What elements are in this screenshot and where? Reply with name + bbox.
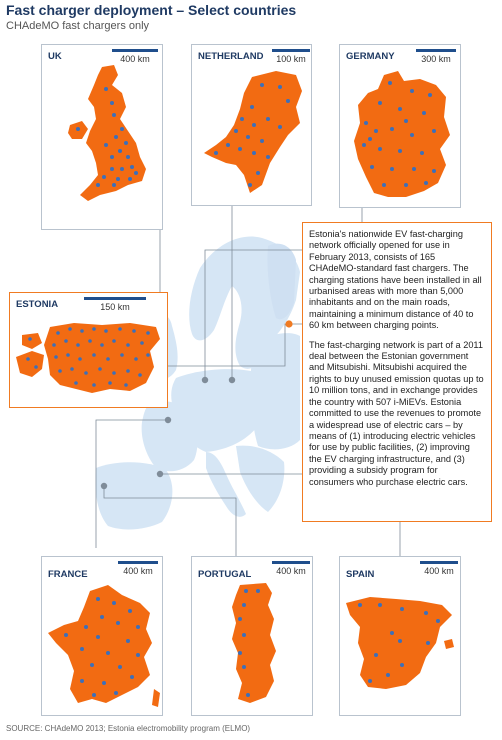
netherland-map <box>204 71 302 193</box>
estonia-info-box: Estonia's nationwide EV fast-charging ne… <box>302 222 492 522</box>
france-scale: 400 km <box>118 561 158 576</box>
leader-line-estonia <box>168 323 302 367</box>
uk-country-shape <box>80 65 146 201</box>
estonia-scale: 150 km <box>84 297 146 312</box>
spain-panel: SPAIN 400 km <box>339 556 461 716</box>
estonia-panel: ESTONIA 150 km <box>9 292 168 408</box>
netherland-scale-bar <box>272 49 310 52</box>
locator-dot-portugal <box>100 482 108 490</box>
estonia-scale-bar <box>84 297 146 300</box>
saaremaa-island-shape <box>16 351 44 377</box>
hiiumaa-island-shape <box>22 333 42 349</box>
balkans-bg-shape <box>236 445 285 512</box>
leader-line-portugal <box>103 486 237 556</box>
germany-scale: 300 km <box>416 49 456 64</box>
netherland-country-shape <box>204 71 302 193</box>
france-panel: FRANCE 400 km <box>41 556 163 716</box>
info-paragraph-2: The fast-charging network is part of a 2… <box>309 339 484 487</box>
germany-map <box>354 71 450 197</box>
netherland-scale-label: 100 km <box>276 54 306 64</box>
iberia-bg-shape <box>95 462 173 530</box>
portugal-scale-label: 400 km <box>276 566 306 576</box>
eastern-europe-shape <box>250 333 300 450</box>
uk-scale-bar <box>112 49 158 52</box>
france-bg-shape <box>141 401 198 472</box>
locator-dot-germany <box>228 376 236 384</box>
uk-scale-label: 400 km <box>120 54 150 64</box>
netherland-scale: 100 km <box>272 49 310 64</box>
spain-scale-bar <box>420 561 458 564</box>
balearic-islands-shape <box>444 639 454 649</box>
germany-scale-bar <box>416 49 456 52</box>
france-scale-label: 400 km <box>123 566 153 576</box>
estonia-label: ESTONIA <box>16 299 59 310</box>
page-title: Fast charger deployment – Select countri… <box>6 2 297 18</box>
leader-line-france <box>95 419 168 548</box>
france-label: FRANCE <box>48 569 88 580</box>
portugal-label: PORTUGAL <box>198 569 252 580</box>
estonia-map <box>16 323 160 393</box>
netherland-label: NETHERLAND <box>198 51 264 62</box>
corsica-shape <box>152 689 160 707</box>
spain-country-shape <box>346 597 452 689</box>
finland-shape <box>267 243 296 320</box>
spain-label: SPAIN <box>346 569 375 580</box>
netherland-panel: NETHERLAND 100 km <box>191 44 312 206</box>
germany-label: GERMANY <box>346 51 395 62</box>
estonia-country-shape <box>44 323 160 393</box>
spain-scale-label: 400 km <box>424 566 454 576</box>
portugal-scale-bar <box>272 561 310 564</box>
locator-dot-estonia <box>285 320 293 328</box>
portugal-scale: 400 km <box>272 561 310 576</box>
france-scale-bar <box>118 561 158 564</box>
source-note: SOURCE: CHAdeMO 2013; Estonia electromob… <box>6 724 251 733</box>
uk-label: UK <box>48 51 62 62</box>
germany-scale-label: 300 km <box>421 54 451 64</box>
locator-dot-netherland <box>201 376 209 384</box>
uk-panel: UK 400 km <box>41 44 163 230</box>
leader-line-netherland <box>204 206 233 380</box>
page-subtitle: CHAdeMO fast chargers only <box>6 20 150 32</box>
locator-dot-france <box>164 416 172 424</box>
spain-map <box>346 597 454 689</box>
germany-country-shape <box>354 71 450 197</box>
uk-map <box>68 65 146 201</box>
france-country-shape <box>48 585 152 703</box>
germany-panel: GERMANY 300 km <box>339 44 461 208</box>
spain-scale: 400 km <box>420 561 458 576</box>
uk-scale: 400 km <box>112 49 158 64</box>
france-map <box>48 585 160 707</box>
info-paragraph-1: Estonia's nationwide EV fast-charging ne… <box>309 229 482 331</box>
estonia-scale-label: 150 km <box>100 302 130 312</box>
portugal-map <box>232 583 276 703</box>
locator-dot-spain <box>156 470 164 478</box>
portugal-panel: PORTUGAL 400 km <box>191 556 313 716</box>
portugal-country-shape <box>232 583 276 703</box>
